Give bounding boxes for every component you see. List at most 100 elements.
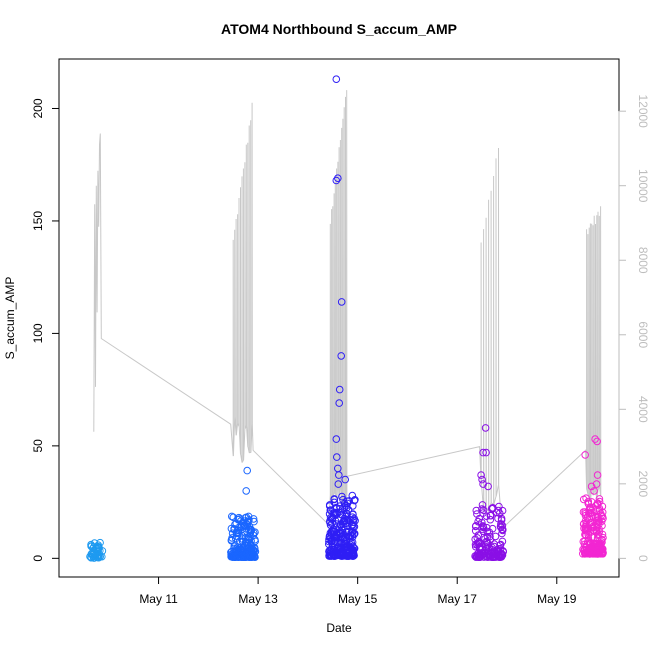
data-point [240, 553, 249, 562]
data-point [241, 521, 250, 530]
data-point-outlier [332, 75, 341, 83]
data-point [330, 495, 339, 503]
data-point [248, 551, 256, 560]
chart-title: ATOM4 Northbound S_accum_AMP [221, 21, 457, 37]
data-point [494, 553, 503, 561]
data-point-outlier [479, 480, 487, 488]
data-point [337, 530, 345, 538]
data-point [228, 529, 237, 538]
cluster-may-12-13 [227, 466, 260, 562]
x-axis: May 11 May 13 May 15 May 17 May 19 [139, 576, 577, 606]
x-tick-label: May 11 [139, 592, 178, 606]
data-point [228, 534, 236, 542]
data-point [581, 509, 590, 518]
data-point [579, 508, 588, 516]
data-point-outlier [337, 298, 346, 306]
data-point-outlier [481, 424, 490, 432]
data-point-outlier [479, 448, 487, 457]
data-point [336, 544, 345, 552]
data-point [581, 545, 589, 554]
data-point [341, 512, 350, 521]
data-point [591, 549, 600, 557]
data-point [249, 550, 258, 558]
data-point-outlier [590, 487, 598, 495]
cluster-may-17 [471, 424, 508, 562]
data-point [490, 542, 498, 551]
data-point [584, 500, 593, 508]
cluster-may-10 [86, 538, 107, 562]
data-point [335, 508, 343, 517]
data-point [488, 524, 497, 533]
data-point [476, 552, 484, 561]
y-axis-right: 0 2000 4000 6000 8000 10000 12000 [618, 94, 650, 562]
data-point [348, 533, 357, 542]
y2-tick-label: 6000 [636, 321, 650, 348]
data-point [325, 537, 333, 546]
y-tick-label: 0 [31, 555, 45, 562]
data-point [340, 535, 349, 544]
data-point [334, 516, 343, 525]
data-point [492, 553, 500, 561]
data-point [482, 537, 491, 546]
data-point [478, 501, 487, 509]
data-point [349, 551, 358, 560]
data-point [348, 538, 357, 547]
data-point [230, 525, 239, 534]
data-point [228, 552, 237, 561]
y-tick-label: 150 [31, 211, 45, 231]
data-point [88, 551, 97, 559]
data-point [350, 496, 359, 505]
data-point [326, 551, 335, 560]
data-point [342, 549, 351, 558]
data-point [90, 539, 99, 547]
data-point [350, 514, 359, 523]
data-point [228, 512, 236, 521]
data-point-outlier [334, 174, 342, 182]
data-point [340, 517, 349, 526]
data-point-outlier [482, 448, 490, 457]
data-point [338, 492, 346, 501]
data-point-outlier [335, 399, 344, 407]
y2-tick-label: 10000 [636, 169, 650, 203]
data-point [338, 526, 347, 535]
data-point [593, 501, 602, 509]
data-point-outlier [591, 435, 599, 443]
data-point [96, 538, 104, 547]
y-tick-label: 50 [31, 439, 45, 453]
x-tick-label: May 19 [537, 592, 577, 606]
data-point [474, 517, 482, 526]
data-point [330, 498, 339, 507]
data-point [234, 550, 243, 558]
accumulated-line [93, 90, 602, 530]
x-tick-label: May 13 [238, 592, 278, 606]
data-point [581, 550, 589, 558]
y2-tick-label: 8000 [636, 247, 650, 274]
data-point [582, 542, 590, 551]
data-point [486, 511, 495, 520]
data-point [588, 512, 597, 520]
data-point [472, 522, 480, 530]
data-point [246, 525, 255, 534]
data-point [482, 550, 491, 558]
data-point [343, 499, 352, 508]
data-point [235, 513, 243, 522]
y-tick-label: 200 [31, 98, 45, 118]
y2-tick-label: 2000 [636, 470, 650, 497]
data-point [474, 539, 482, 548]
data-point [499, 548, 508, 556]
data-point [479, 506, 488, 515]
data-point [474, 553, 483, 562]
data-point [331, 552, 339, 560]
data-point-outlier [337, 352, 346, 360]
data-point [499, 525, 507, 534]
data-point-outlier [242, 487, 250, 495]
data-point [579, 495, 588, 504]
data-point [472, 506, 481, 515]
data-point-outlier [335, 471, 343, 479]
data-point [598, 535, 606, 544]
cluster-may-19 [579, 435, 607, 558]
y2-tick-label: 12000 [636, 94, 650, 128]
data-point [590, 534, 598, 542]
